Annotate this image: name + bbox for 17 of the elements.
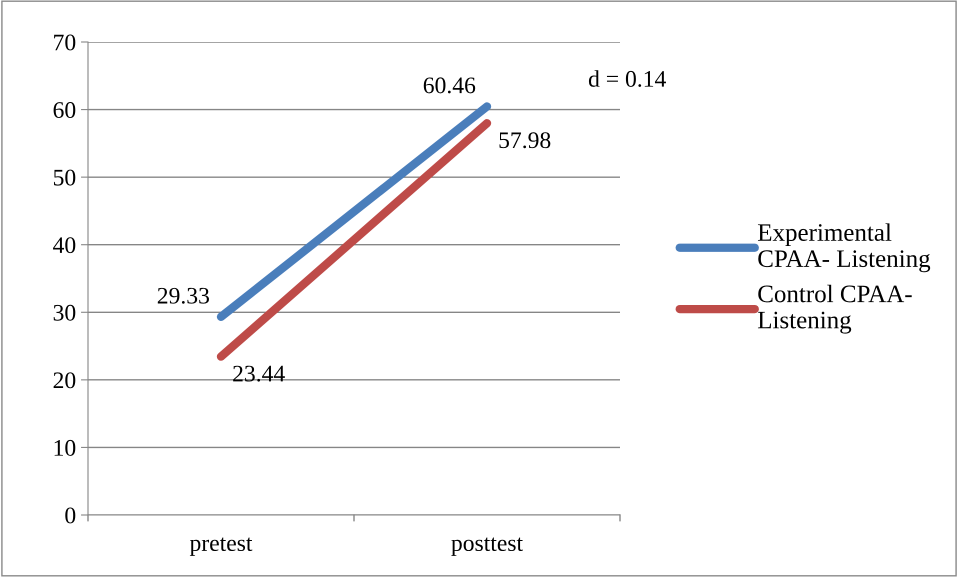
annotation: d = 0.14 <box>588 70 666 87</box>
legend-label: Control CPAA- Listening <box>758 284 912 334</box>
x-tick-label: pretest <box>190 538 252 556</box>
y-tick-label: 30 <box>54 304 76 321</box>
legend-label: Experimental CPAA- Listening <box>758 223 930 272</box>
y-tick-label: 60 <box>54 102 76 118</box>
y-tick-label: 0 <box>65 507 76 524</box>
y-tick-label: 50 <box>54 170 76 186</box>
data-label: 57.98 <box>499 132 550 148</box>
data-label: 60.46 <box>424 77 476 94</box>
y-tick-label: 20 <box>54 372 76 388</box>
y-tick-label: 70 <box>54 34 76 50</box>
y-tick-label: 10 <box>54 440 76 456</box>
data-label: 29.33 <box>158 288 209 304</box>
data-label: 23.44 <box>233 366 285 382</box>
y-tick-label: 40 <box>53 237 76 254</box>
x-tick-label: posttest <box>451 538 523 556</box>
